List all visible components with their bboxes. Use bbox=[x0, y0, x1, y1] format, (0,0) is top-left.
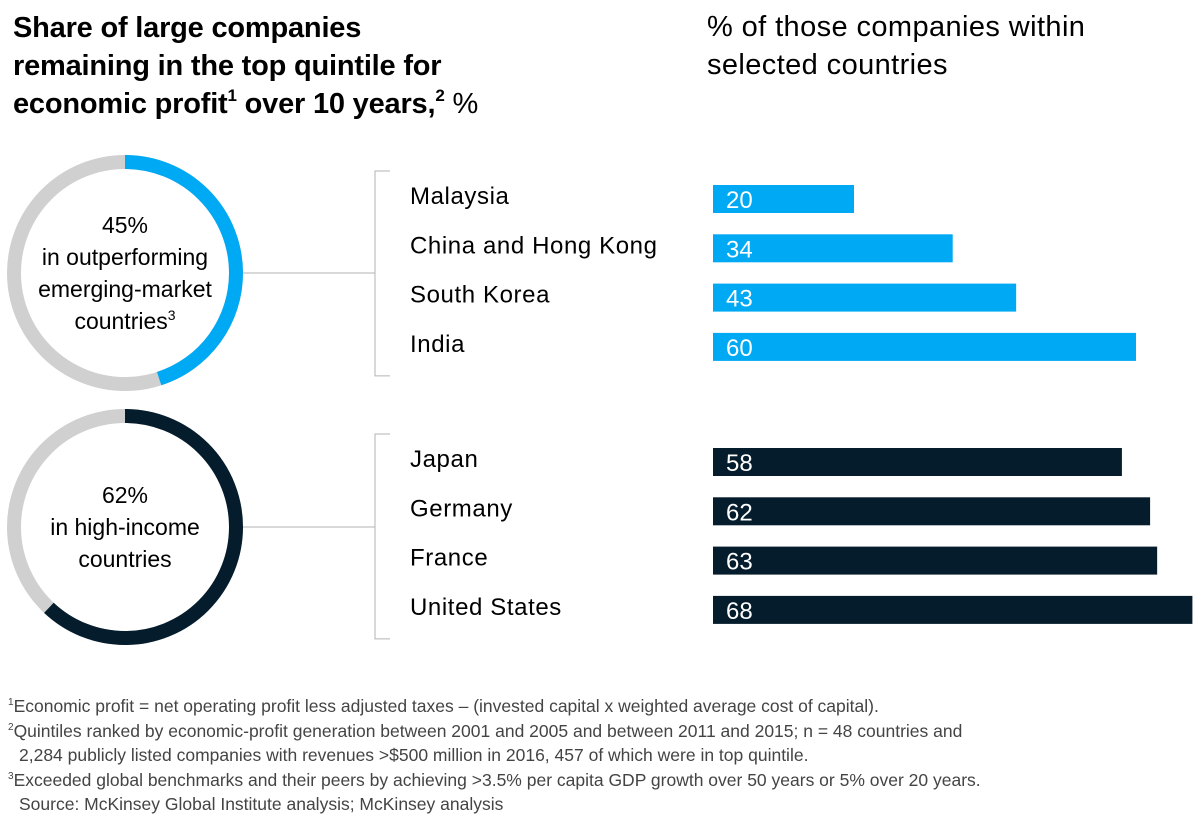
footnote-ref-1: 1 bbox=[227, 86, 237, 105]
emerging-donut-caption-line: countries3 bbox=[74, 307, 175, 334]
high-income-donut-arc bbox=[7, 409, 243, 645]
footnote-line: 1Economic profit = net operating profit … bbox=[8, 694, 1198, 719]
footnote-ref-2: 2 bbox=[435, 86, 445, 105]
chart-title: Share of large companies remaining in th… bbox=[13, 9, 573, 123]
title-line-3-text-b: over 10 years, bbox=[236, 88, 436, 120]
footnote-text: Economic profit = net operating profit l… bbox=[13, 696, 879, 716]
category-label: Malaysia bbox=[410, 183, 510, 210]
bar-japan bbox=[713, 448, 1122, 476]
emerging-donut-caption-line: emerging-market bbox=[38, 276, 212, 302]
high-income-donut-caption-line: in high-income bbox=[50, 514, 200, 540]
bar-value-label: 60 bbox=[726, 335, 753, 362]
category-label: Germany bbox=[410, 495, 513, 522]
footnote-text: Quintiles ranked by economic-profit gene… bbox=[13, 720, 963, 741]
emerging-donut-arc bbox=[7, 155, 243, 391]
bar-united-states bbox=[713, 595, 1193, 624]
category-label: China and Hong Kong bbox=[410, 232, 658, 259]
footnote-marker: 3 bbox=[8, 770, 14, 782]
bar-value-label: 62 bbox=[726, 499, 753, 526]
chart-canvas: 45% in outperforming emerging-market countr… bbox=[7, 155, 1193, 645]
bar-value-label: 68 bbox=[726, 598, 753, 625]
emerging-bracket bbox=[374, 170, 390, 377]
footnote-line: 3Exceeded global benchmarks and their pe… bbox=[8, 768, 1198, 793]
high-income-donut-caption-line: countries bbox=[78, 546, 171, 572]
category-label: United States bbox=[410, 594, 562, 621]
footnote-text: Exceeded global benchmarks and their pee… bbox=[13, 769, 981, 790]
footnote-line: Source: McKinsey Global Institute analys… bbox=[8, 792, 1198, 817]
bar-china-and-hong-kong bbox=[713, 234, 953, 263]
high-income-donut-value: 62% bbox=[102, 482, 148, 508]
footnote-line: 2Quintiles ranked by economic-profit gen… bbox=[8, 719, 1198, 744]
category-label: India bbox=[410, 331, 465, 358]
footnote-ref-3: 3 bbox=[168, 307, 176, 323]
category-label: Japan bbox=[410, 446, 478, 473]
category-label: France bbox=[410, 545, 488, 572]
footnotes: 1Economic profit = net operating profit … bbox=[8, 694, 1198, 817]
high-income-bracket bbox=[374, 433, 390, 640]
title-line-1: Share of large companies bbox=[13, 12, 362, 44]
bar-germany bbox=[713, 497, 1151, 526]
footnote-text: Source: McKinsey Global Institute analys… bbox=[19, 794, 504, 814]
bar-value-label: 34 bbox=[726, 236, 753, 263]
bar-south-korea bbox=[713, 283, 1017, 312]
category-label: South Korea bbox=[410, 282, 550, 309]
title-unit: % bbox=[444, 88, 479, 120]
bar-value-label: 43 bbox=[726, 286, 753, 313]
title-line-3: economic profit1 over 10 years,2 % bbox=[13, 85, 573, 123]
emerging-donut-caption-line: in outperforming bbox=[42, 244, 208, 270]
title-line-3-text: economic profit bbox=[13, 88, 228, 120]
bar-malaysia bbox=[713, 185, 854, 213]
bar-value-label: 63 bbox=[726, 549, 753, 576]
bar-france bbox=[713, 546, 1158, 575]
bar-value-label: 58 bbox=[726, 450, 753, 477]
bar-india bbox=[713, 332, 1136, 361]
footnote-line: 2,284 publicly listed companies with rev… bbox=[8, 743, 1198, 768]
footnote-marker: 1 bbox=[8, 697, 14, 708]
title-line-2: remaining in the top quintile for bbox=[13, 50, 442, 82]
emerging-donut-value: 45% bbox=[102, 212, 148, 238]
bar-value-label: 20 bbox=[726, 187, 753, 214]
bar-chart-subtitle: % of those companies within selected cou… bbox=[707, 11, 1086, 81]
footnote-text: 2,284 publicly listed companies with rev… bbox=[19, 745, 809, 765]
footnote-marker: 2 bbox=[8, 721, 14, 733]
